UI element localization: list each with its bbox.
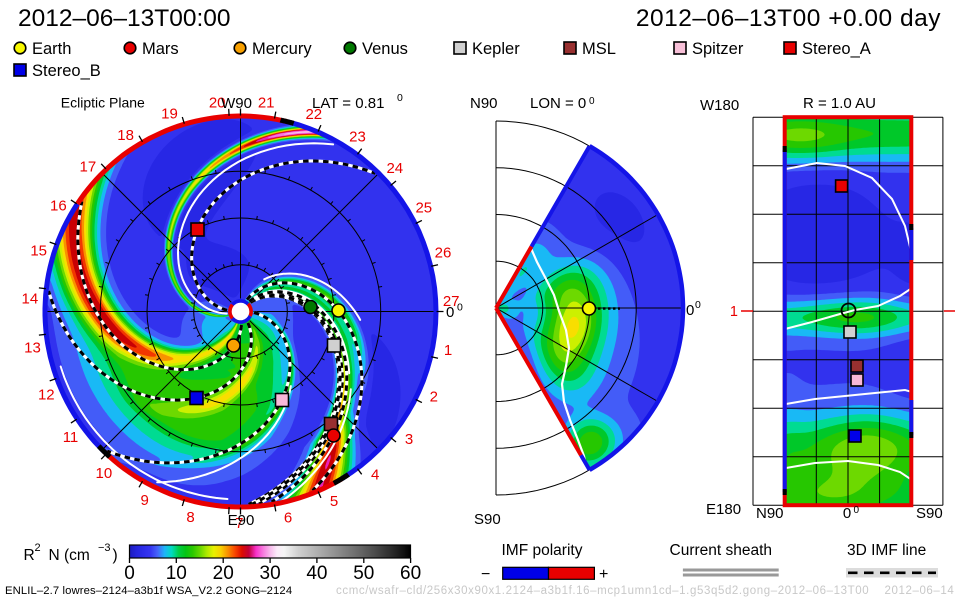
svg-text:2: 2: [35, 542, 41, 554]
svg-text:9: 9: [141, 492, 149, 509]
svg-text:0: 0: [397, 92, 403, 104]
svg-text:16: 16: [50, 197, 67, 214]
svg-text:ccmc/wsafr–cld/256x30x90x1.212: ccmc/wsafr–cld/256x30x90x1.2124–a3b1f.16…: [336, 585, 954, 597]
svg-text:0: 0: [457, 302, 463, 314]
svg-text:40: 40: [306, 563, 327, 584]
svg-text:0: 0: [589, 96, 595, 107]
svg-text:23: 23: [349, 128, 366, 145]
svg-text:W90: W90: [221, 95, 252, 112]
svg-text:1: 1: [730, 304, 738, 320]
svg-text:19: 19: [161, 105, 178, 122]
svg-text:N90: N90: [470, 95, 498, 112]
svg-text:Mercury: Mercury: [252, 40, 312, 58]
svg-text:LAT = 0.81: LAT = 0.81: [312, 95, 384, 112]
svg-text:IMF polarity: IMF polarity: [502, 542, 583, 559]
svg-text:N (cm: N (cm: [49, 547, 90, 564]
svg-text:27: 27: [443, 293, 460, 310]
svg-text:6: 6: [284, 510, 292, 527]
svg-text:S90: S90: [916, 505, 943, 522]
svg-text:60: 60: [400, 563, 421, 584]
svg-text:14: 14: [22, 291, 39, 308]
svg-text:Spitzer: Spitzer: [692, 40, 744, 58]
svg-text:15: 15: [30, 242, 47, 259]
svg-text:8: 8: [186, 509, 194, 526]
svg-text:−3: −3: [98, 542, 111, 554]
svg-text:N90: N90: [756, 505, 784, 522]
svg-text:Stereo_B: Stereo_B: [32, 62, 101, 80]
svg-text:1: 1: [444, 342, 452, 359]
svg-text:10: 10: [166, 563, 187, 584]
svg-text:2012–06–13T00:00: 2012–06–13T00:00: [18, 5, 231, 32]
svg-text:20: 20: [209, 94, 226, 111]
svg-text:0: 0: [854, 505, 860, 516]
svg-text:Ecliptic Plane: Ecliptic Plane: [61, 95, 145, 111]
svg-text:22: 22: [305, 106, 322, 123]
svg-text:): ): [113, 547, 118, 564]
svg-text:0: 0: [446, 304, 454, 321]
svg-text:5: 5: [330, 493, 338, 510]
svg-text:LON = 0: LON = 0: [530, 95, 586, 112]
svg-text:24: 24: [386, 160, 403, 177]
svg-text:S90: S90: [474, 511, 501, 528]
svg-text:11: 11: [63, 429, 79, 446]
svg-text:MSL: MSL: [582, 40, 616, 58]
svg-text:3D IMF line: 3D IMF line: [847, 542, 926, 559]
svg-text:−: −: [481, 566, 490, 583]
svg-text:2012–06–13T00 +0.00 day: 2012–06–13T00 +0.00 day: [636, 5, 941, 32]
svg-text:2: 2: [430, 389, 438, 406]
svg-text:3: 3: [405, 431, 413, 448]
svg-text:26: 26: [435, 245, 452, 262]
svg-text:Current sheath: Current sheath: [670, 542, 773, 559]
svg-text:ENLIL–2.7 lowres–2124–a3b1f WS: ENLIL–2.7 lowres–2124–a3b1f WSA_V2.2 GON…: [5, 585, 292, 597]
svg-text:Earth: Earth: [32, 40, 71, 58]
svg-text:+: +: [599, 566, 608, 583]
svg-text:0: 0: [124, 563, 135, 584]
svg-text:R: R: [24, 547, 35, 564]
svg-text:Kepler: Kepler: [472, 40, 520, 58]
svg-text:13: 13: [24, 339, 41, 356]
svg-text:0: 0: [843, 505, 851, 522]
svg-text:30: 30: [260, 563, 281, 584]
svg-text:W180: W180: [700, 97, 739, 114]
svg-text:20: 20: [213, 563, 234, 584]
svg-text:12: 12: [38, 386, 55, 403]
svg-text:10: 10: [96, 465, 113, 482]
svg-text:0: 0: [695, 299, 701, 311]
svg-text:0: 0: [686, 302, 694, 319]
svg-text:21: 21: [258, 95, 275, 112]
svg-text:50: 50: [353, 563, 374, 584]
svg-text:R = 1.0 AU: R = 1.0 AU: [803, 95, 876, 112]
svg-text:Stereo_A: Stereo_A: [802, 40, 871, 58]
svg-text:Venus: Venus: [362, 40, 408, 58]
svg-text:18: 18: [117, 127, 134, 144]
svg-text:E180: E180: [706, 501, 741, 518]
svg-text:E90: E90: [228, 512, 255, 529]
svg-text:17: 17: [80, 158, 97, 175]
svg-text:7: 7: [235, 515, 243, 532]
svg-text:4: 4: [371, 466, 379, 483]
svg-text:Mars: Mars: [142, 40, 179, 58]
svg-text:25: 25: [415, 200, 432, 217]
